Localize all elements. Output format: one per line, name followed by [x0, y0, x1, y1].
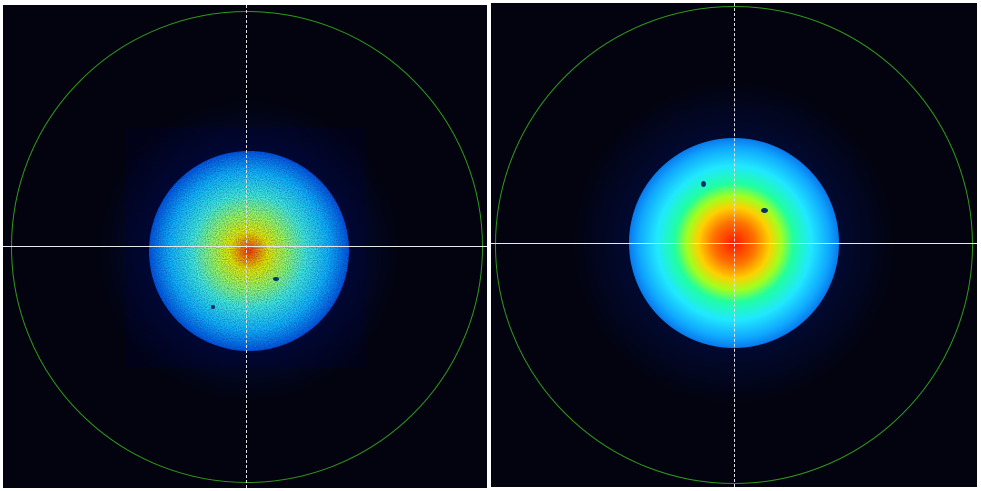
beam-profile-left	[3, 5, 487, 488]
crosshair-horizontal	[3, 246, 487, 247]
beam-profile-right	[491, 3, 977, 487]
aperture-circle	[11, 11, 483, 483]
crosshair-vertical	[734, 3, 735, 487]
crosshair-vertical	[246, 5, 247, 488]
